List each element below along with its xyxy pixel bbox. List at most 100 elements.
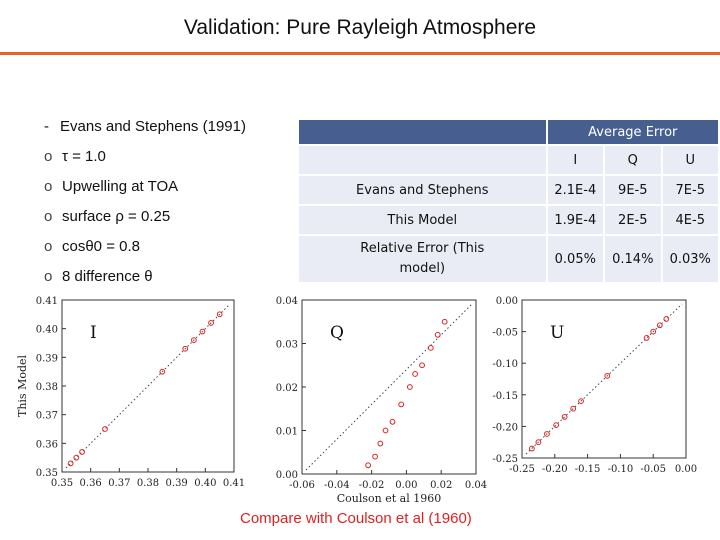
data-point [535,439,542,446]
reference-line [305,303,473,471]
bullet-marker: o [44,148,53,165]
y-tick-label: -0.20 [492,422,518,433]
bullet-text: 8 difference θ [62,268,153,285]
x-tick-label: 0.36 [80,478,102,489]
data-point [544,431,550,437]
x-tick-label: 0.04 [465,480,487,491]
table-cell: 1.9E-4 [545,204,606,236]
reference-line [525,303,683,455]
data-point [604,372,611,379]
bullet-marker: o [44,178,53,195]
table-cell: 0.14% [603,234,663,284]
slide-title: Validation: Pure Rayleigh Atmosphere [183,16,537,39]
table-row: This Model 1.9E-4 2E-5 4E-5 [297,204,720,236]
plot-frame [521,299,687,459]
panel-title: I [90,323,97,343]
data-point [578,398,584,405]
y-tick-label: 0.03 [276,340,298,351]
x-axis-label: Coulson et al 1960 [337,492,441,505]
data-point [398,401,405,408]
table-header-row: Average Error [297,118,720,146]
data-point [656,322,663,329]
y-tick-label: -0.15 [492,391,518,402]
error-table: Average Error I Q U Evans and Stephens 2… [297,118,720,284]
y-tick-label: 0.01 [276,427,298,438]
data-point [382,427,389,434]
bullet-surface: o surface ρ = 0.25 [44,208,170,225]
bullet-cos: o cosθ0 = 0.8 [44,238,140,255]
x-tick-label: 0.35 [51,478,73,489]
bullet-marker: o [44,268,53,285]
column-header: Q [603,144,663,176]
data-point [650,328,657,335]
x-tick-label: 0.39 [166,478,188,489]
data-point [190,337,197,344]
x-tick-label: 0.38 [137,478,159,489]
bullet-text: τ = 1.0 [62,148,106,165]
table-cell: 2.1E-4 [545,174,606,206]
data-point [102,426,108,432]
data-point [553,422,560,429]
caption: Compare with Coulson et al (1960) [240,510,472,527]
y-tick-label: 0.00 [276,470,298,481]
y-tick-label: 0.02 [276,383,298,394]
row-label: This Model [297,204,548,236]
x-tick-label: -0.25 [509,464,535,475]
y-tick-label: 0.40 [36,325,58,336]
x-tick-label: 0.02 [430,480,452,491]
bullet-text: Upwelling at TOA [62,178,179,195]
table-column-row: I Q U [297,144,720,176]
reference-line [65,303,231,469]
x-tick-label: 0.40 [194,478,216,489]
data-point [159,368,166,375]
data-point [663,316,670,322]
data-point [427,344,434,351]
y-tick-label: 0.41 [36,296,58,307]
data-point [73,454,80,461]
y-tick-label: 0.38 [36,382,58,393]
data-point [419,362,425,369]
column-header: U [660,144,720,176]
y-axis-label: This Model [16,355,29,418]
table-row: Evans and Stephens 2.1E-4 9E-5 7E-5 [297,174,720,206]
y-tick-label: -0.05 [492,328,518,339]
title-underline [0,52,720,55]
data-point [643,335,650,341]
column-blank [297,144,548,176]
y-tick-label: -0.25 [492,454,518,465]
x-tick-label: -0.15 [575,464,601,475]
header-average-error: Average Error [545,118,720,146]
bullet-text: cosθ0 = 0.8 [62,238,140,255]
bullet-marker: o [44,238,53,255]
row-label: Relative Error (This model) [297,234,548,284]
y-tick-label: 0.35 [36,468,58,479]
data-point [406,384,413,390]
panel-title: U [550,323,564,343]
table-cell: 9E-5 [603,174,663,206]
y-tick-label: 0.37 [36,411,58,422]
data-point [441,318,448,325]
y-tick-label: 0.04 [276,296,298,307]
x-tick-label: 0.37 [108,478,130,489]
data-point [79,449,85,455]
table-cell: 0.05% [545,234,606,284]
data-point [182,345,189,352]
x-tick-label: 0.00 [675,464,697,475]
column-header: I [545,144,606,176]
data-point [389,418,396,425]
data-point [412,371,419,377]
x-tick-label: 0.41 [223,478,245,489]
data-point [67,460,74,467]
x-tick-label: -0.04 [324,480,350,491]
data-point [372,453,378,460]
table-cell: 0.03% [660,234,720,284]
data-point [216,311,223,318]
header-blank [297,118,548,146]
y-tick-label: -0.10 [492,359,518,370]
table-cell: 4E-5 [660,204,720,236]
bullet-tau: o τ = 1.0 [44,148,106,165]
panel-title: Q [330,323,344,343]
data-point [365,462,372,469]
y-tick-label: 0.39 [36,353,58,364]
